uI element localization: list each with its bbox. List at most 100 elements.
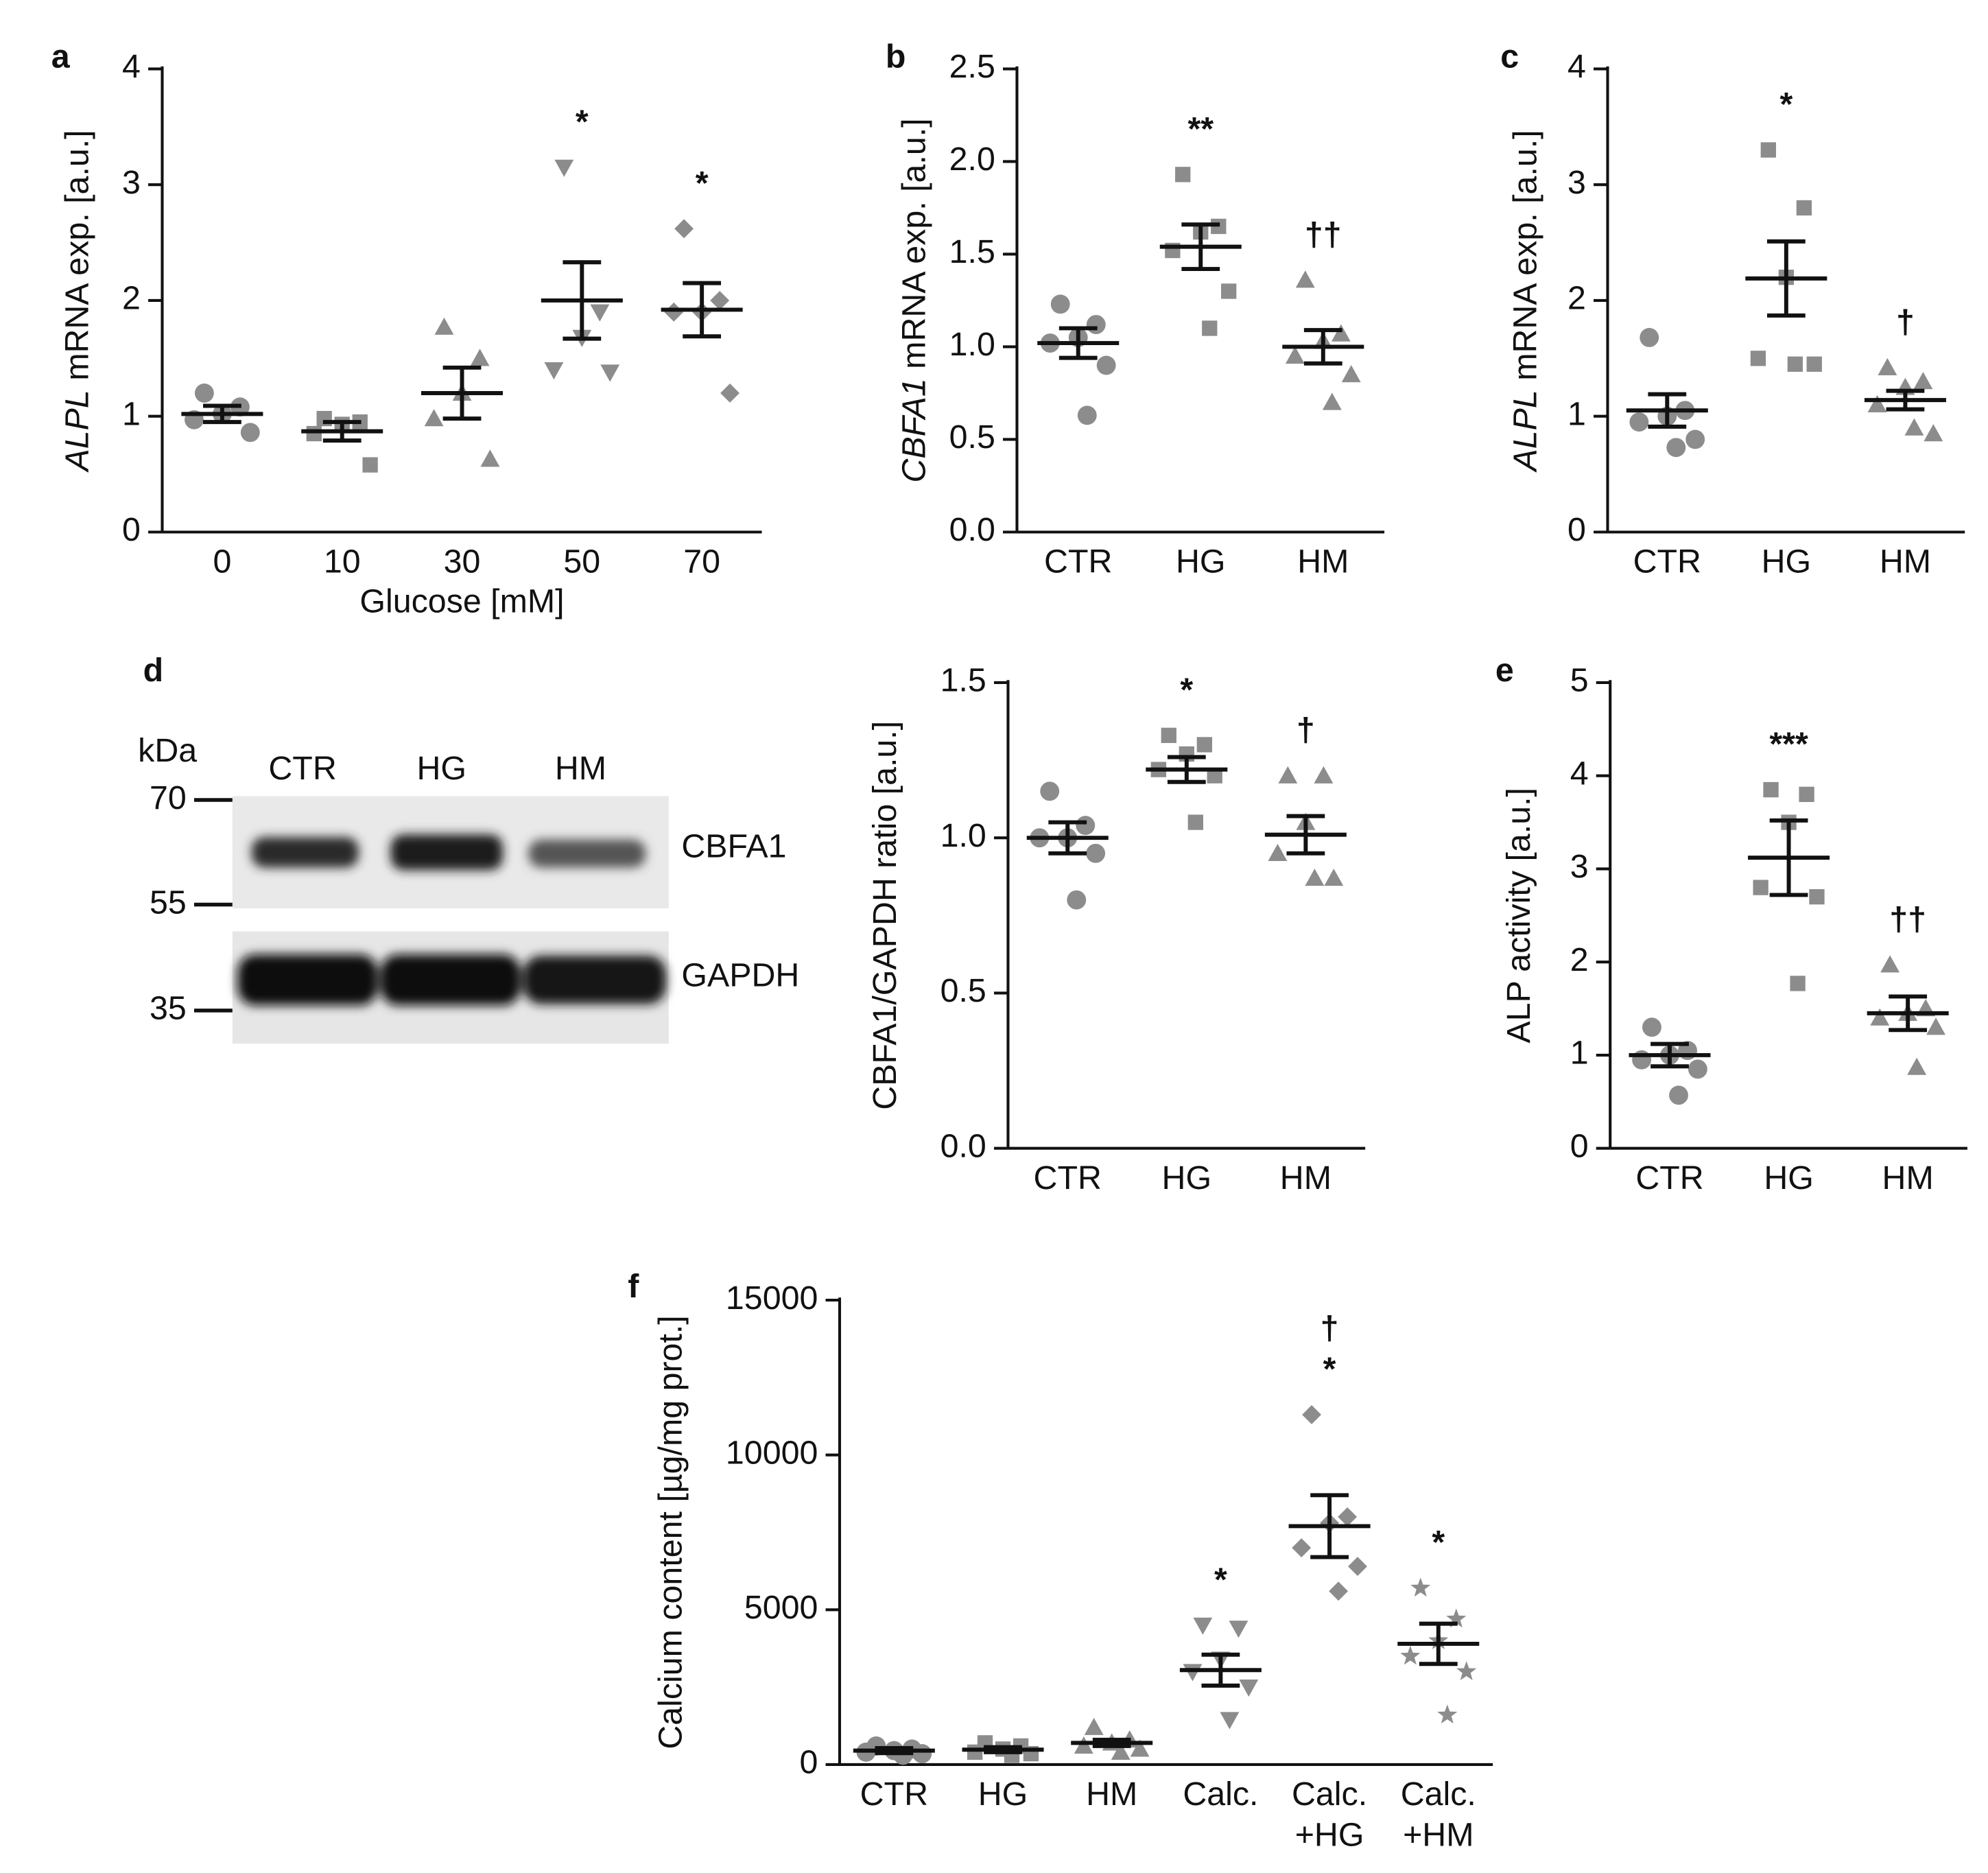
y-axis-label-text: mRNA exp. [a.u.] bbox=[1506, 130, 1543, 390]
error-bar bbox=[1886, 388, 1925, 412]
data-point bbox=[1799, 786, 1814, 802]
y-tick-label: 0.5 bbox=[940, 972, 986, 1009]
data-point bbox=[1161, 727, 1176, 744]
data-point bbox=[1175, 167, 1191, 182]
y-tick-label: 2.5 bbox=[949, 48, 995, 85]
data-point bbox=[720, 384, 739, 403]
data-point bbox=[1221, 283, 1237, 299]
y-tick-label: 2 bbox=[1570, 941, 1589, 978]
y-tick-label: 5 bbox=[1570, 662, 1589, 699]
data-point bbox=[1446, 1608, 1467, 1628]
x-axis-label: Glucose [mM] bbox=[359, 582, 564, 620]
y-tick-label: 3 bbox=[1567, 164, 1586, 201]
x-tick-label: CTR bbox=[1034, 1159, 1102, 1197]
x-tick-label: CTR bbox=[1635, 1159, 1703, 1197]
data-point bbox=[1239, 1679, 1259, 1697]
error-bar bbox=[875, 1746, 914, 1756]
x-tick-label: HG bbox=[1162, 1159, 1212, 1197]
x-tick-label: HG bbox=[978, 1776, 1028, 1813]
data-point bbox=[424, 409, 444, 427]
x-tick-label: 30 bbox=[444, 543, 481, 580]
y-tick-label: 0.0 bbox=[949, 511, 995, 548]
x-tick-label: HM bbox=[1880, 543, 1931, 580]
data-point bbox=[1867, 394, 1887, 412]
blot-marker-label: 70 bbox=[150, 779, 187, 816]
x-tick-label: Calc. bbox=[1292, 1776, 1367, 1813]
significance-mark: * bbox=[1323, 1351, 1336, 1388]
error-bar bbox=[1648, 392, 1687, 429]
x-tick-label: +HM bbox=[1403, 1817, 1474, 1854]
y-tick-label: 1.5 bbox=[940, 662, 986, 699]
error-bar bbox=[1286, 814, 1325, 856]
y-axis-label-text: Calcium content [µg/mg prot.] bbox=[652, 1315, 689, 1749]
data-point bbox=[1292, 1538, 1312, 1557]
error-bar bbox=[683, 281, 722, 339]
data-point bbox=[1685, 429, 1705, 449]
data-point bbox=[1456, 1661, 1477, 1680]
y-axis-label: ALPL mRNA exp. [a.u.] bbox=[1506, 130, 1543, 473]
data-point bbox=[674, 219, 694, 239]
y-tick-label: 2.0 bbox=[949, 141, 995, 178]
data-point bbox=[1926, 1017, 1946, 1035]
significance-mark: ** bbox=[1187, 110, 1214, 148]
blot-band bbox=[380, 954, 521, 1006]
blot-lane-label: HG bbox=[417, 750, 467, 787]
data-point bbox=[434, 317, 454, 335]
data-point bbox=[1750, 351, 1766, 366]
blot-band bbox=[528, 839, 646, 868]
error-bar bbox=[1167, 755, 1206, 784]
blot-marker-label: 35 bbox=[150, 990, 187, 1027]
y-tick-label: 2 bbox=[122, 280, 141, 317]
y-tick-label: 0 bbox=[799, 1744, 818, 1781]
y-tick-label: 0 bbox=[1567, 511, 1586, 548]
blot-lane-label: HM bbox=[555, 750, 606, 787]
error-bar bbox=[1048, 820, 1087, 856]
data-point bbox=[1806, 356, 1822, 372]
data-point bbox=[1341, 365, 1361, 383]
error-bar bbox=[322, 420, 362, 443]
significance-mark: † bbox=[1297, 711, 1315, 749]
y-tick-label: 0 bbox=[122, 511, 141, 548]
panel-letter: b bbox=[886, 38, 906, 75]
data-point bbox=[306, 425, 322, 442]
data-point bbox=[554, 159, 574, 177]
significance-mark: * bbox=[1214, 1561, 1227, 1598]
x-tick-label: Calc. bbox=[1183, 1776, 1258, 1813]
y-tick-label: 4 bbox=[1567, 48, 1586, 85]
data-point bbox=[194, 384, 214, 403]
data-point bbox=[544, 362, 564, 380]
significance-mark: † bbox=[1896, 303, 1915, 340]
data-point bbox=[710, 291, 730, 310]
y-tick-label: 5000 bbox=[744, 1589, 818, 1626]
data-point bbox=[1050, 294, 1070, 314]
data-point bbox=[1111, 1742, 1131, 1760]
panel-letter: f bbox=[628, 1268, 639, 1305]
blot-band bbox=[523, 955, 667, 1004]
blot-band bbox=[237, 954, 378, 1006]
x-tick-label: +HG bbox=[1295, 1817, 1364, 1854]
data-point bbox=[1753, 880, 1768, 895]
blot-band bbox=[390, 834, 504, 871]
data-point bbox=[1084, 1717, 1104, 1735]
error-bar bbox=[1092, 1737, 1131, 1748]
error-bar bbox=[1769, 818, 1808, 897]
x-tick-label: 50 bbox=[563, 543, 600, 580]
data-point bbox=[1295, 270, 1315, 288]
error-bar bbox=[1419, 1621, 1458, 1666]
data-point bbox=[1629, 412, 1649, 432]
data-point bbox=[1878, 357, 1897, 375]
data-point bbox=[600, 364, 620, 382]
data-point bbox=[1787, 356, 1803, 372]
y-tick-label: 0.0 bbox=[940, 1127, 986, 1164]
x-tick-label: 0 bbox=[213, 543, 231, 580]
x-tick-label: 70 bbox=[683, 543, 720, 580]
data-point bbox=[1763, 781, 1779, 798]
x-tick-label: 10 bbox=[324, 543, 361, 580]
y-axis-label-text: ALP activity [a.u.] bbox=[1500, 788, 1537, 1044]
data-point bbox=[912, 1744, 932, 1764]
error-bar bbox=[1650, 1041, 1689, 1069]
significance-mark: *** bbox=[1769, 726, 1808, 763]
data-point bbox=[1086, 315, 1106, 335]
blot-lane-label: CTR bbox=[268, 750, 336, 787]
